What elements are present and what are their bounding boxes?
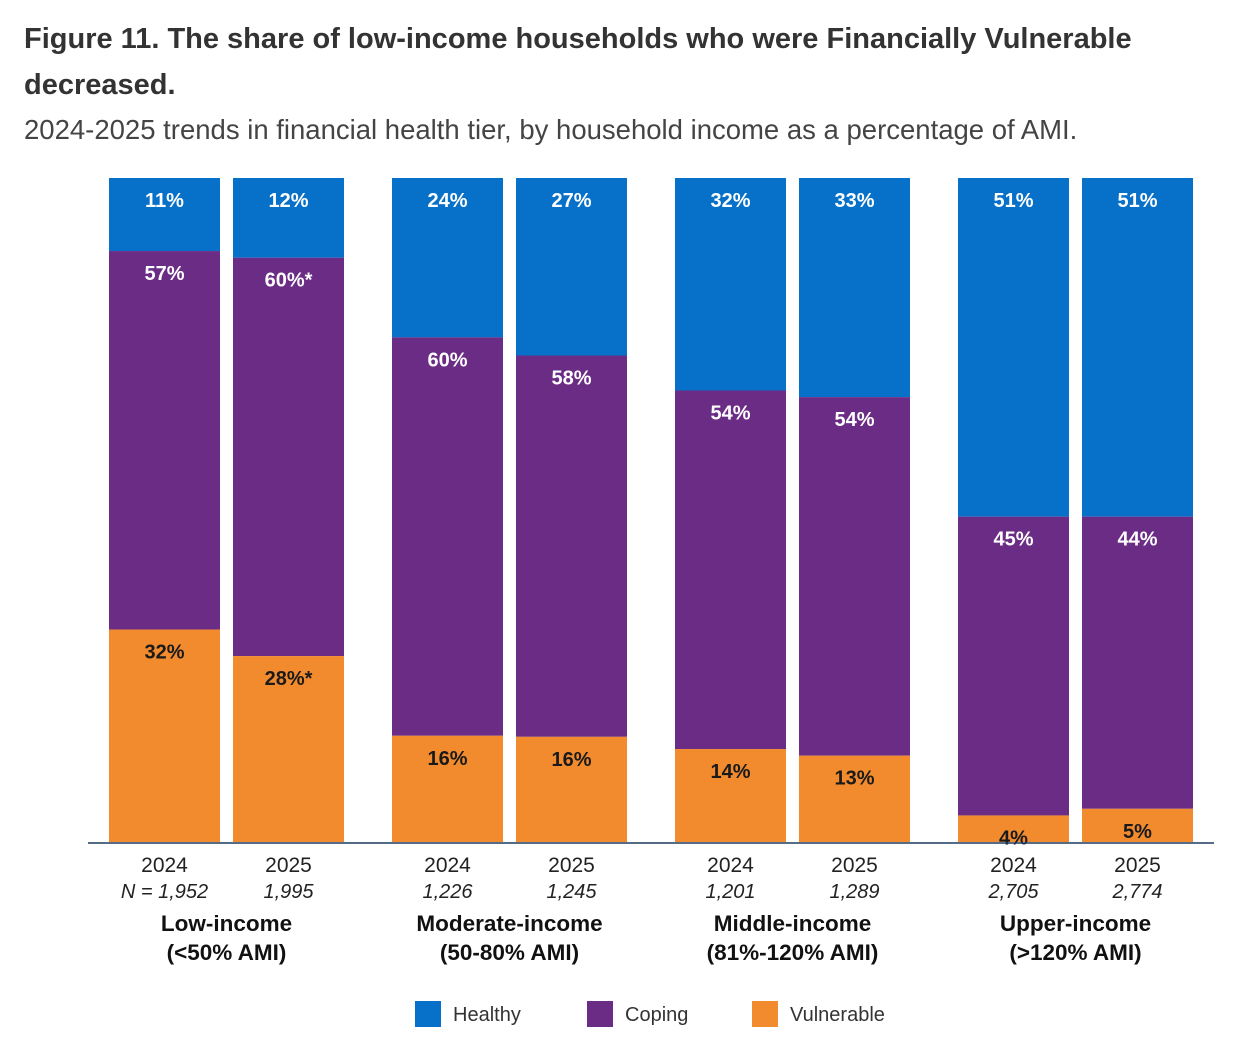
- bar-segment-healthy-1-1[interactable]: [516, 178, 627, 356]
- bar-segment-healthy-3-1[interactable]: [1082, 178, 1193, 517]
- data-label-healthy-1-0: 24%: [427, 190, 467, 212]
- bar-segment-coping-1-1[interactable]: [516, 355, 627, 737]
- year-tick-label-0-0: 2024: [141, 854, 188, 877]
- bar-segment-healthy-1-0[interactable]: [392, 178, 503, 338]
- sample-size-label-0-1: 1,995: [263, 881, 314, 903]
- bar-segment-healthy-2-0[interactable]: [675, 178, 786, 391]
- chart-title: Figure 11. The share of low-income house…: [24, 23, 1132, 101]
- data-label-vulnerable-2-1: 13%: [834, 768, 874, 790]
- legend: Healthy Coping Vulnerable: [415, 1001, 885, 1027]
- bar-segment-healthy-0-1[interactable]: [233, 178, 344, 258]
- sample-size-label-2-0: 1,201: [705, 881, 755, 903]
- data-label-vulnerable-0-0: 32%: [144, 642, 184, 664]
- data-label-vulnerable-2-0: 14%: [710, 761, 750, 783]
- data-label-coping-1-1: 58%: [551, 368, 591, 390]
- sample-size-label-3-0: 2,705: [987, 881, 1039, 903]
- year-tick-label-1-0: 2024: [424, 854, 471, 877]
- sample-size-label-0-0: N = 1,952: [121, 881, 208, 903]
- group-label-line1-0: Low-income: [161, 911, 292, 936]
- data-label-healthy-0-0: 11%: [145, 190, 184, 212]
- data-label-vulnerable-3-1: 5%: [1123, 821, 1152, 843]
- legend-swatch-vulnerable: [752, 1001, 778, 1027]
- bar-segment-vulnerable-1-0[interactable]: [392, 735, 503, 842]
- legend-label-coping: Coping: [625, 1004, 688, 1026]
- legend-swatch-coping: [587, 1001, 613, 1027]
- bar-segment-healthy-0-0[interactable]: [109, 178, 220, 252]
- legend-label-healthy: Healthy: [453, 1004, 521, 1026]
- bar-segment-healthy-2-1[interactable]: [799, 178, 910, 398]
- data-label-coping-0-1: 60%*: [265, 270, 313, 292]
- bar-segment-coping-2-0[interactable]: [675, 390, 786, 750]
- year-tick-label-2-0: 2024: [707, 854, 754, 877]
- bar-segment-coping-0-0[interactable]: [109, 251, 220, 630]
- bar-segment-coping-2-1[interactable]: [799, 397, 910, 756]
- sample-size-label-1-1: 1,245: [546, 881, 597, 903]
- legend-swatch-healthy: [415, 1001, 441, 1027]
- data-label-coping-3-1: 44%: [1117, 529, 1157, 551]
- sample-size-label-2-1: 1,289: [829, 881, 879, 903]
- data-label-vulnerable-3-0: 4%: [999, 827, 1028, 849]
- bar-segment-coping-1-0[interactable]: [392, 337, 503, 736]
- data-label-coping-0-0: 57%: [144, 263, 184, 285]
- data-label-coping-2-1: 54%: [834, 409, 874, 431]
- group-label-line2-0: (<50% AMI): [167, 940, 287, 965]
- data-label-vulnerable-0-1: 28%*: [265, 668, 313, 690]
- bar-segment-vulnerable-2-0[interactable]: [675, 749, 786, 842]
- data-label-healthy-2-1: 33%: [834, 190, 874, 212]
- year-tick-label-3-0: 2024: [990, 854, 1037, 877]
- sample-size-label-3-1: 2,774: [1111, 881, 1162, 903]
- bar-group-2: 32% 54% 14% 2024 1,201 33% 54% 13% 2025 1,289 Midd…: [675, 178, 910, 965]
- group-label-line2-3: (>120% AMI): [1009, 940, 1141, 965]
- group-label-line1-3: Upper-income: [1000, 911, 1151, 936]
- bar-segment-healthy-3-0[interactable]: [958, 178, 1069, 517]
- group-label-line2-2: (81%-120% AMI): [707, 940, 879, 965]
- bar-group-3: 51% 45% 4% 2024 2,705 51% 44% 5% 2025 2,774 Upper-…: [958, 178, 1193, 965]
- bar-segment-coping-3-0[interactable]: [958, 516, 1069, 816]
- year-tick-label-2-1: 2025: [831, 854, 878, 877]
- data-label-healthy-3-0: 51%: [993, 190, 1033, 212]
- data-label-vulnerable-1-0: 16%: [427, 748, 467, 770]
- group-label-line1-2: Middle-income: [714, 911, 872, 936]
- data-label-healthy-0-1: 12%: [268, 190, 308, 212]
- data-label-coping-3-0: 45%: [993, 529, 1033, 551]
- bar-segment-coping-3-1[interactable]: [1082, 516, 1193, 809]
- bar-segment-vulnerable-2-1[interactable]: [799, 755, 910, 842]
- data-label-coping-2-0: 54%: [710, 402, 750, 424]
- bar-segment-vulnerable-0-0[interactable]: [109, 629, 220, 842]
- data-label-healthy-1-1: 27%: [551, 190, 591, 212]
- bar-segment-vulnerable-3-1[interactable]: [1082, 808, 1193, 842]
- bar-segment-vulnerable-1-1[interactable]: [516, 736, 627, 842]
- bar-segment-vulnerable-0-1[interactable]: [233, 656, 344, 842]
- bar-segment-vulnerable-3-0[interactable]: [958, 815, 1069, 842]
- group-label-line2-1: (50-80% AMI): [440, 940, 579, 965]
- group-label-line1-1: Moderate-income: [416, 911, 602, 936]
- year-tick-label-3-1: 2025: [1114, 854, 1161, 877]
- sample-size-label-1-0: 1,226: [422, 881, 473, 903]
- data-label-coping-1-0: 60%: [427, 349, 467, 371]
- chart-subtitle: 2024-2025 trends in financial health tie…: [24, 114, 1078, 145]
- bar-group-0: 11% 57% 32% 2024 N = 1,952 12% 60%* 28%* 2025 1,9…: [109, 178, 344, 965]
- legend-label-vulnerable: Vulnerable: [790, 1004, 885, 1026]
- data-label-vulnerable-1-1: 16%: [551, 749, 591, 771]
- data-label-healthy-2-0: 32%: [710, 190, 750, 212]
- year-tick-label-0-1: 2025: [265, 854, 312, 877]
- bar-group-1: 24% 60% 16% 2024 1,226 27% 58% 16% 2025 1,245 Mode…: [392, 178, 627, 965]
- data-label-healthy-3-1: 51%: [1117, 190, 1157, 212]
- bar-segment-coping-0-1[interactable]: [233, 257, 344, 657]
- year-tick-label-1-1: 2025: [548, 854, 595, 877]
